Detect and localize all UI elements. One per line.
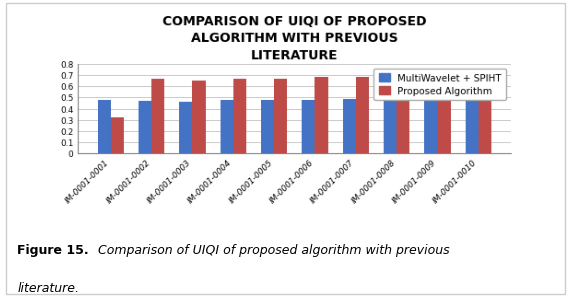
Text: literature.: literature.	[17, 282, 79, 295]
Text: Figure 15.: Figure 15.	[17, 244, 89, 257]
Text: Comparison of UIQI of proposed algorithm with previous: Comparison of UIQI of proposed algorithm…	[94, 244, 450, 257]
